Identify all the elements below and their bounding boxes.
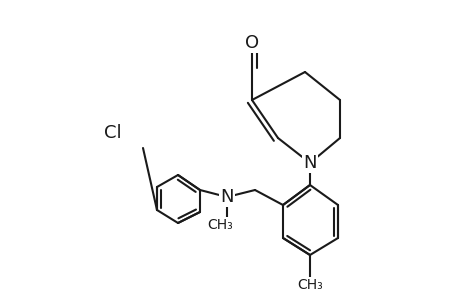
- Text: O: O: [244, 34, 258, 52]
- Text: CH₃: CH₃: [207, 218, 232, 232]
- Text: CH₃: CH₃: [297, 278, 322, 292]
- Text: N: N: [302, 154, 316, 172]
- Text: Cl: Cl: [104, 124, 122, 142]
- Text: N: N: [220, 188, 233, 206]
